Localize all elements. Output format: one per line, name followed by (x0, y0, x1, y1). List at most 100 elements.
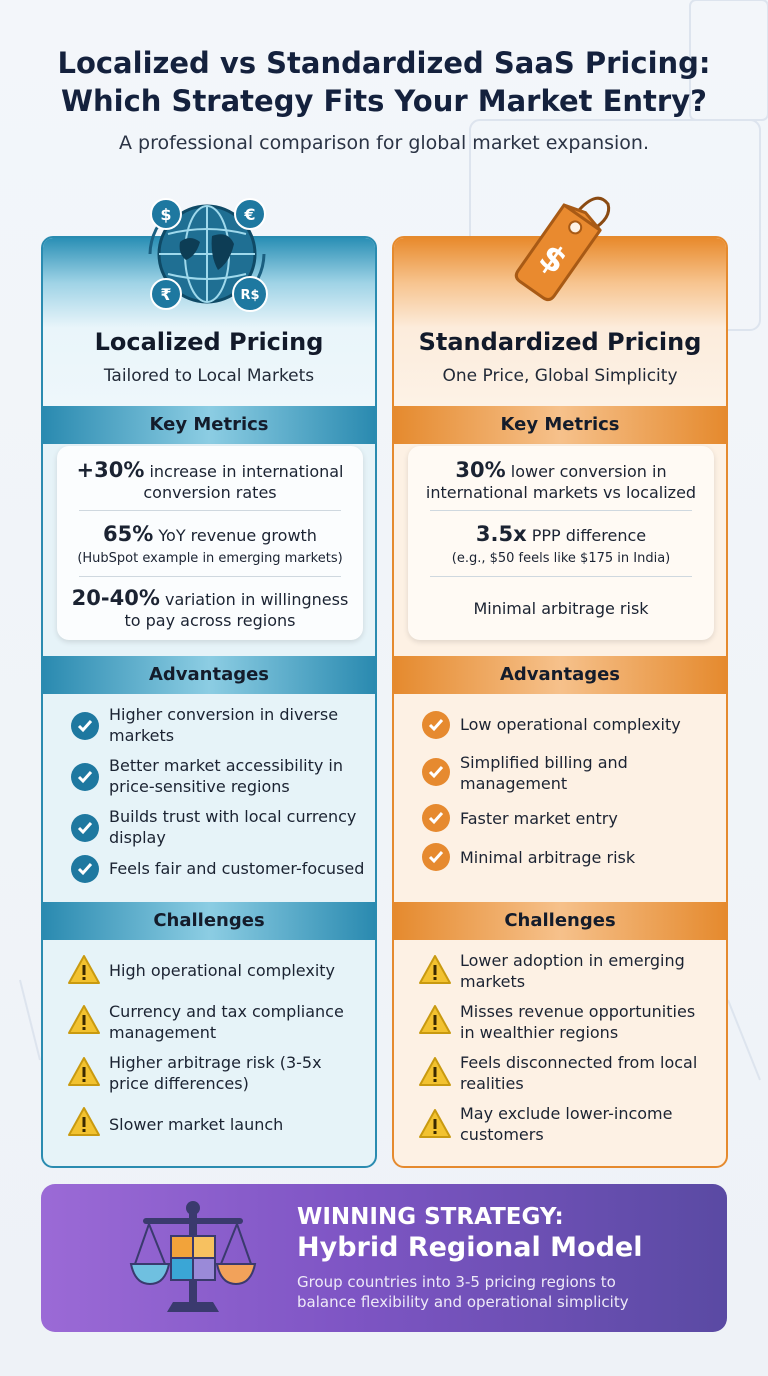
challenge-line: price differences) (109, 1074, 249, 1093)
localized-metric-3: 20-40% variation in willingness to pay a… (57, 588, 363, 631)
standardized-advantage-4: Minimal arbitrage risk (460, 847, 722, 868)
currency-coin: $ (150, 198, 182, 230)
standardized-advantages-heading: Advantages (394, 656, 726, 694)
challenge-line: Slower market launch (109, 1115, 284, 1134)
localized-challenge-2: Currency and tax compliance management (109, 1001, 371, 1043)
winning-description: Group countries into 3-5 pricing regions… (297, 1272, 717, 1312)
currency-coin: ₹ (150, 278, 182, 310)
check-icon (71, 855, 99, 883)
localized-metrics-heading: Key Metrics (43, 406, 375, 444)
advantage-line: display (109, 828, 166, 847)
winning-strategy-banner: WINNING STRATEGY: Hybrid Regional Model … (41, 1184, 727, 1332)
challenge-line: management (109, 1023, 217, 1042)
standardized-advantage-1: Low operational complexity (460, 714, 722, 735)
metric-highlight: +30% (76, 458, 145, 482)
winning-desc-line: balance flexibility and operational simp… (297, 1293, 629, 1311)
standardized-metrics-heading: Key Metrics (394, 406, 726, 444)
check-icon (422, 843, 450, 871)
localized-pricing-panel: Localized Pricing Tailored to Local Mark… (41, 236, 377, 1168)
advantage-line: Feels fair and customer-focused (109, 859, 365, 878)
page-subtitle: A professional comparison for global mar… (118, 132, 650, 154)
warning-icon (68, 1005, 100, 1034)
advantage-line: Simplified billing and (460, 753, 628, 772)
currency-symbol: € (243, 205, 255, 224)
localized-challenges-heading: Challenges (43, 902, 375, 940)
challenge-line: High operational complexity (109, 961, 336, 980)
metric-text: (e.g., $50 feels like $175 in India) (451, 551, 671, 566)
divider (79, 576, 341, 577)
advantage-line: Builds trust with local currency (109, 807, 357, 826)
divider (430, 576, 692, 577)
standardized-pricing-panel: Standardized Pricing One Price, Global S… (392, 236, 728, 1168)
standardized-challenge-2: Misses revenue opportunities in wealthier… (460, 1001, 722, 1043)
localized-advantage-3: Builds trust with local currency display (109, 806, 371, 848)
localized-advantages-heading: Advantages (43, 656, 375, 694)
warning-icon (419, 1005, 451, 1034)
winning-desc-line: Group countries into 3-5 pricing regions… (297, 1273, 616, 1291)
warning-icon (419, 1057, 451, 1086)
page-title: Localized vs Standardized SaaS Pricing: … (0, 44, 768, 120)
metric-text: PPP difference (526, 526, 647, 545)
standardized-metric-3: Minimal arbitrage risk (408, 598, 714, 619)
check-icon (422, 711, 450, 739)
advantage-line: price-sensitive regions (109, 777, 290, 796)
globe-currency-icon: $ € ₹ R$ (148, 198, 268, 312)
check-icon (71, 712, 99, 740)
localized-metric-1: +30% increase in international conversio… (57, 460, 363, 503)
localized-title: Localized Pricing (94, 328, 324, 356)
advantage-line: Low operational complexity (460, 715, 681, 734)
winning-kicker: WINNING STRATEGY: (297, 1204, 564, 1230)
currency-symbol: ₹ (160, 285, 171, 304)
currency-coin: € (234, 198, 266, 230)
advantage-line: Minimal arbitrage risk (460, 848, 636, 867)
challenge-line: Feels disconnected from local (460, 1053, 698, 1072)
standardized-advantage-2: Simplified billing and management (460, 752, 722, 794)
advantage-line: management (460, 774, 568, 793)
localized-challenge-3: Higher arbitrage risk (3-5x price differe… (109, 1052, 371, 1094)
challenge-line: Misses revenue opportunities (460, 1002, 696, 1021)
advantage-line: markets (109, 726, 175, 745)
check-icon (71, 814, 99, 842)
challenge-line: markets (460, 972, 526, 991)
metric-highlight: 3.5x (475, 522, 527, 546)
warning-icon (419, 955, 451, 984)
metric-highlight: 30% (455, 458, 506, 482)
localized-metrics-card: +30% increase in international conversio… (57, 446, 363, 640)
metric-text: YoY revenue growth (153, 526, 317, 545)
metric-text: international markets vs localized (425, 483, 697, 502)
warning-icon (419, 1109, 451, 1138)
challenge-line: May exclude lower-income (460, 1104, 673, 1123)
localized-challenge-4: Slower market launch (109, 1114, 371, 1135)
check-icon (71, 763, 99, 791)
metric-text: Minimal arbitrage risk (473, 599, 649, 618)
localized-challenge-1: High operational complexity (109, 960, 371, 981)
price-tag-icon: $ (514, 196, 611, 302)
standardized-advantage-3: Faster market entry (460, 808, 722, 829)
currency-coin: R$ (232, 276, 268, 312)
currency-symbol: R$ (240, 288, 259, 303)
standardized-challenge-4: May exclude lower-income customers (460, 1103, 722, 1145)
standardized-title: Standardized Pricing (418, 328, 702, 356)
standardized-challenge-1: Lower adoption in emerging markets (460, 950, 722, 992)
standardized-subtitle: One Price, Global Simplicity (442, 366, 678, 386)
divider (430, 510, 692, 511)
localized-advantage-2: Better market accessibility in price-sens… (109, 755, 371, 797)
metric-highlight: 65% (103, 522, 154, 546)
advantage-line: Higher conversion in diverse (109, 705, 339, 724)
currency-symbol: $ (160, 205, 171, 224)
standardized-metric-1: 30% lower conversion in international ma… (408, 460, 714, 503)
localized-subtitle: Tailored to Local Markets (103, 366, 315, 386)
advantage-line: Better market accessibility in (109, 756, 344, 775)
metric-text: to pay across regions (124, 611, 296, 630)
winning-title: Hybrid Regional Model (297, 1232, 643, 1263)
warning-icon (68, 1057, 100, 1086)
metric-text: conversion rates (143, 483, 277, 502)
metric-highlight: 20-40% (71, 586, 160, 610)
page-title-line2: Which Strategy Fits Your Market Entry? (61, 84, 707, 118)
challenge-line: in wealthier regions (460, 1023, 619, 1042)
check-icon (422, 758, 450, 786)
challenge-line: Currency and tax compliance (109, 1002, 344, 1021)
standardized-metric-2: 3.5x PPP difference (e.g., $50 feels lik… (408, 524, 714, 569)
page-title-line1: Localized vs Standardized SaaS Pricing: (57, 46, 711, 80)
check-icon (422, 804, 450, 832)
